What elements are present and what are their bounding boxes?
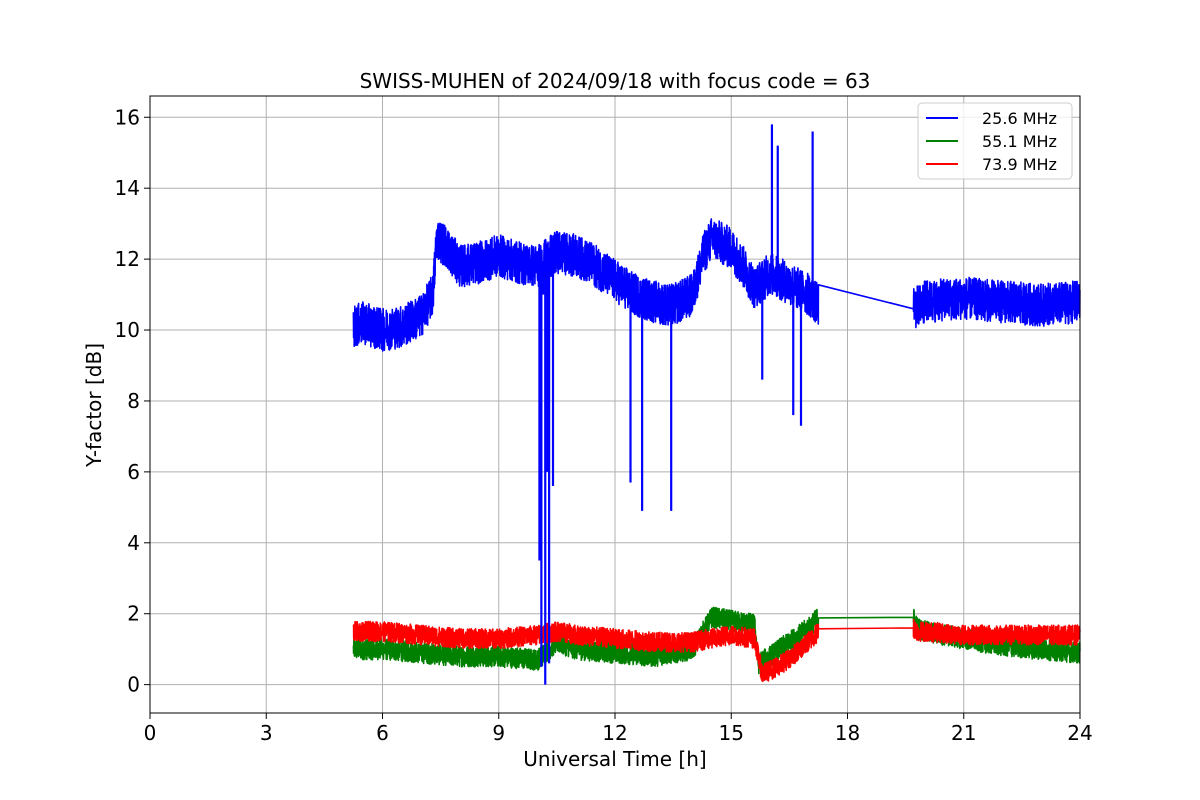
- x-tick-label: 0: [144, 721, 157, 745]
- x-tick-label: 3: [260, 721, 273, 745]
- legend-label: 73.9 MHz: [982, 155, 1057, 174]
- y-tick-label: 10: [115, 318, 140, 342]
- x-tick-label: 9: [492, 721, 505, 745]
- x-tick-label: 24: [1067, 721, 1092, 745]
- series-layer: [352, 124, 1081, 685]
- y-tick-label: 14: [115, 176, 140, 200]
- series-line-2: [352, 618, 1081, 683]
- x-tick-label: 12: [602, 721, 627, 745]
- y-tick-label: 4: [127, 531, 140, 555]
- y-tick-label: 8: [127, 389, 140, 413]
- y-tick-label: 2: [127, 602, 140, 626]
- y-tick-label: 12: [115, 247, 140, 271]
- legend: 25.6 MHz 55.1 MHz 73.9 MHz: [917, 102, 1073, 180]
- y-tick-label: 16: [115, 105, 140, 129]
- chart-title: SWISS-MUHEN of 2024/09/18 with focus cod…: [360, 69, 871, 93]
- legend-label: 25.6 MHz: [982, 109, 1057, 128]
- x-axis-label: Universal Time [h]: [523, 747, 706, 771]
- y-tick-label: 6: [127, 460, 140, 484]
- x-tick-label: 15: [719, 721, 744, 745]
- series-line-0: [352, 218, 1081, 352]
- x-tick-label: 6: [376, 721, 389, 745]
- legend-box: [917, 102, 1073, 180]
- y-tick-label: 0: [127, 673, 140, 697]
- x-tick-label: 18: [835, 721, 860, 745]
- y-axis-label: Y-factor [dB]: [82, 343, 106, 468]
- x-tick-label: 21: [951, 721, 976, 745]
- legend-label: 55.1 MHz: [982, 132, 1057, 151]
